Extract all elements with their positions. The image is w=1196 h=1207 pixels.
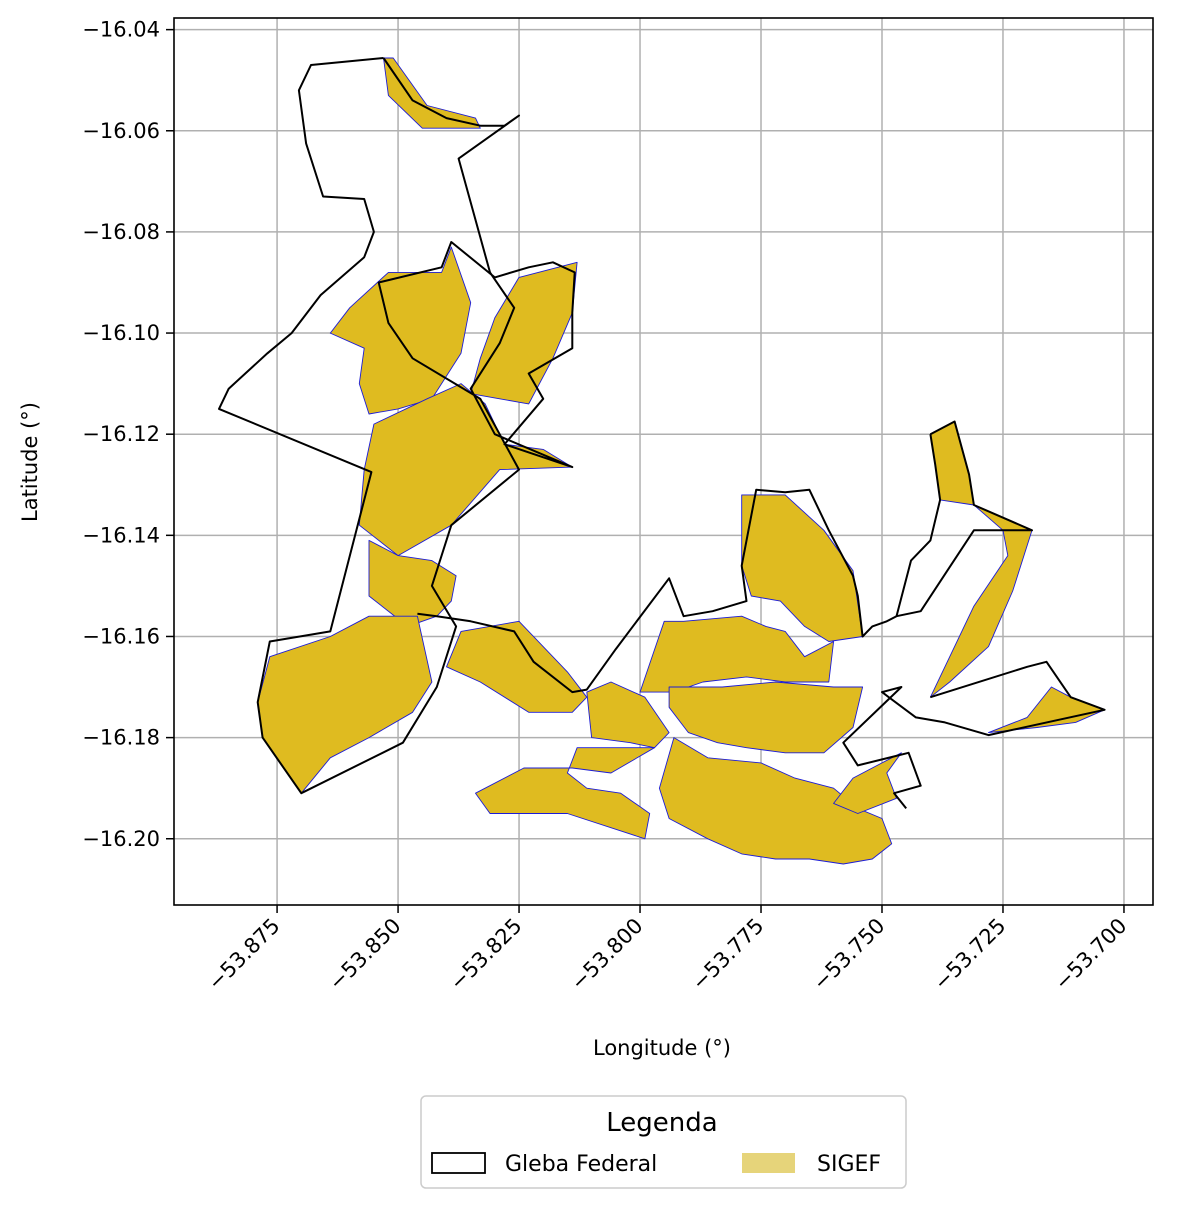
y-tick-label: −16.04 [82,18,160,42]
legend: Legenda Gleba Federal SIGEF [420,1095,907,1189]
sigef-parcel [257,615,433,794]
legend-label-sigef: SIGEF [817,1152,881,1177]
sigef-parcel [639,615,835,693]
sigef-parcel [446,620,588,713]
y-tick-label: −16.10 [82,321,160,345]
y-axis-label: Latitude (°) [18,402,42,522]
legend-swatch-gleba [431,1152,486,1174]
gleba-boundary [895,434,942,617]
y-tick-label: −16.12 [82,422,160,446]
legend-title: Legenda [606,1108,717,1138]
y-axis-ticks: −16.04 −16.06 −16.08 −16.10 −16.12 −16.14 −16.… [82,18,174,851]
sigef-parcel [658,737,893,865]
y-tick-label: −16.18 [82,726,160,750]
x-axis-label: Longitude (°) [593,1036,731,1060]
sigef-parcels-layer [257,57,1106,865]
sigef-parcel [383,57,481,129]
gleba-boundary [417,420,1033,694]
gleba-boundary [842,660,1106,810]
y-tick-label: −16.08 [82,220,160,244]
legend-label-gleba: Gleba Federal [505,1152,657,1177]
sigef-parcel [475,747,655,840]
sigef-parcel [668,681,864,754]
gleba-boundary [218,57,576,795]
sigef-parcel [833,752,902,814]
legend-swatch-sigef [742,1153,795,1173]
gleba-federal-layer [218,57,1106,810]
sigef-parcel [586,681,670,749]
y-tick-label: −16.06 [82,119,160,143]
y-tick-label: −16.16 [82,624,160,648]
plot-area [173,17,1154,906]
y-tick-label: −16.20 [82,827,160,851]
y-tick-label: −16.14 [82,523,160,547]
sigef-parcel [741,494,864,642]
plot-frame [173,17,1154,906]
sigef-parcel [929,504,1033,698]
